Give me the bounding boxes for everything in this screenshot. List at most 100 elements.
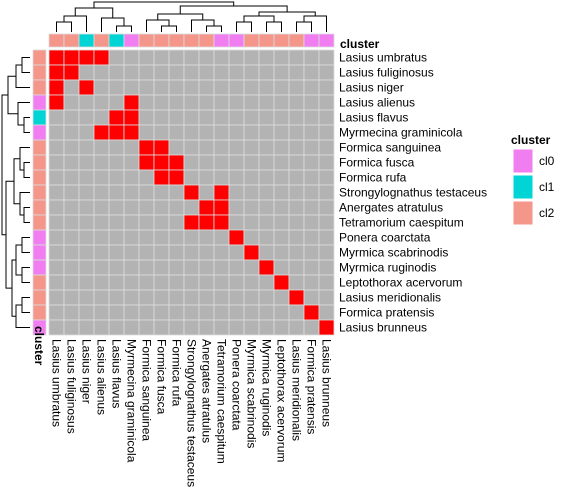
- heatmap-cell: [318, 244, 335, 261]
- row-label: Lasius flavus: [339, 111, 408, 125]
- heatmap-cell: [93, 124, 110, 141]
- column-cluster-swatch: [258, 33, 275, 48]
- heatmap-cell: [273, 49, 290, 66]
- heatmap-cell: [288, 124, 305, 141]
- heatmap-cell: [288, 169, 305, 186]
- heatmap-cell: [303, 199, 320, 216]
- dendrogram-branch: [179, 5, 288, 14]
- heatmap-cell: [78, 184, 95, 201]
- dendrogram-branch: [157, 13, 204, 20]
- heatmap-cell: [153, 229, 170, 246]
- heatmap-cell: [213, 139, 230, 156]
- heatmap-cell: [108, 244, 125, 261]
- heatmap-cell: [93, 154, 110, 171]
- dendrogram-branch: [19, 147, 30, 171]
- heatmap-cell: [198, 214, 215, 231]
- heatmap-cell: [93, 304, 110, 321]
- heatmap-cell: [168, 64, 185, 81]
- heatmap-cell: [243, 289, 260, 306]
- legend-swatch: [512, 148, 534, 174]
- heatmap-cell: [108, 94, 125, 111]
- heatmap-cell: [138, 184, 155, 201]
- heatmap-cell: [138, 274, 155, 291]
- dendrogram-branch: [11, 259, 16, 317]
- heatmap-cell: [183, 109, 200, 126]
- heatmap-cell: [183, 94, 200, 111]
- dendrogram-branch: [23, 162, 30, 178]
- heatmap-cell: [243, 244, 260, 261]
- heatmap-cell: [138, 199, 155, 216]
- heatmap-cell: [198, 139, 215, 156]
- heatmap-cell: [243, 139, 260, 156]
- heatmap-cell: [63, 169, 80, 186]
- heatmap-cell: [198, 304, 215, 321]
- heatmap-cell: [243, 79, 260, 96]
- heatmap-cell: [183, 79, 200, 96]
- heatmap-cell: [78, 139, 95, 156]
- row-label: Formica sanguinea: [339, 141, 441, 155]
- heatmap-cell: [63, 244, 80, 261]
- column-label: Lasius flavus: [110, 339, 124, 408]
- dendrogram-branch: [23, 207, 30, 223]
- heatmap-cell: [78, 109, 95, 126]
- heatmap-cell: [48, 109, 65, 126]
- heatmap-cell: [108, 154, 125, 171]
- heatmap-cell: [93, 259, 110, 276]
- heatmap-cell: [78, 214, 95, 231]
- heatmap-cell: [168, 124, 185, 141]
- row-label: Lasius brunneus: [339, 321, 427, 335]
- heatmap-cell: [198, 244, 215, 261]
- row-label: Anergates atratulus: [339, 201, 443, 215]
- heatmap-cell: [213, 64, 230, 81]
- heatmap-cell: [243, 49, 260, 66]
- heatmap-cell: [123, 214, 140, 231]
- heatmap-cell: [108, 184, 125, 201]
- heatmap-cell: [138, 319, 155, 336]
- heatmap-cell: [48, 154, 65, 171]
- heatmap-cell: [303, 214, 320, 231]
- column-label: Lasius umbratus: [50, 339, 64, 427]
- heatmap-cell: [318, 229, 335, 246]
- heatmap-cell: [258, 154, 275, 171]
- heatmap-cell: [63, 259, 80, 276]
- heatmap-cell: [288, 154, 305, 171]
- heatmap-cell: [108, 49, 125, 66]
- heatmap-cell: [288, 109, 305, 126]
- heatmap-cell: [288, 274, 305, 291]
- heatmap-cell: [48, 124, 65, 141]
- heatmap-cell: [63, 94, 80, 111]
- heatmap-cell: [138, 94, 155, 111]
- heatmap-cell: [168, 49, 185, 66]
- heatmap-cell: [168, 304, 185, 321]
- heatmap-cell: [303, 244, 320, 261]
- heatmap-cell: [123, 184, 140, 201]
- heatmap-cell: [303, 79, 320, 96]
- heatmap-cell: [48, 184, 65, 201]
- legend-swatch: [512, 200, 534, 226]
- row-cluster-swatch: [32, 244, 47, 261]
- heatmap-cell: [258, 274, 275, 291]
- heatmap-cell: [48, 244, 65, 261]
- heatmap-cell: [123, 244, 140, 261]
- dendrogram-branch: [21, 57, 30, 73]
- row-cluster-swatch: [32, 139, 47, 156]
- heatmap-cell: [198, 319, 215, 336]
- column-label: Formica sanguinea: [140, 339, 154, 441]
- heatmap-cell: [273, 319, 290, 336]
- heatmap-cell: [228, 304, 245, 321]
- heatmap-cell: [108, 124, 125, 141]
- dendrogram-branch: [5, 180, 14, 289]
- heatmap-cell: [273, 199, 290, 216]
- heatmap-cell: [318, 154, 335, 171]
- heatmap-cell: [258, 139, 275, 156]
- heatmap-cell: [303, 304, 320, 321]
- heatmap-cell: [48, 49, 65, 66]
- heatmap-cell: [168, 139, 185, 156]
- heatmap-cell: [138, 154, 155, 171]
- heatmap-cell: [168, 244, 185, 261]
- heatmap-cell: [303, 274, 320, 291]
- heatmap-cell: [273, 94, 290, 111]
- heatmap-cell: [288, 49, 305, 66]
- heatmap-cell: [258, 184, 275, 201]
- heatmap-cell: [243, 64, 260, 81]
